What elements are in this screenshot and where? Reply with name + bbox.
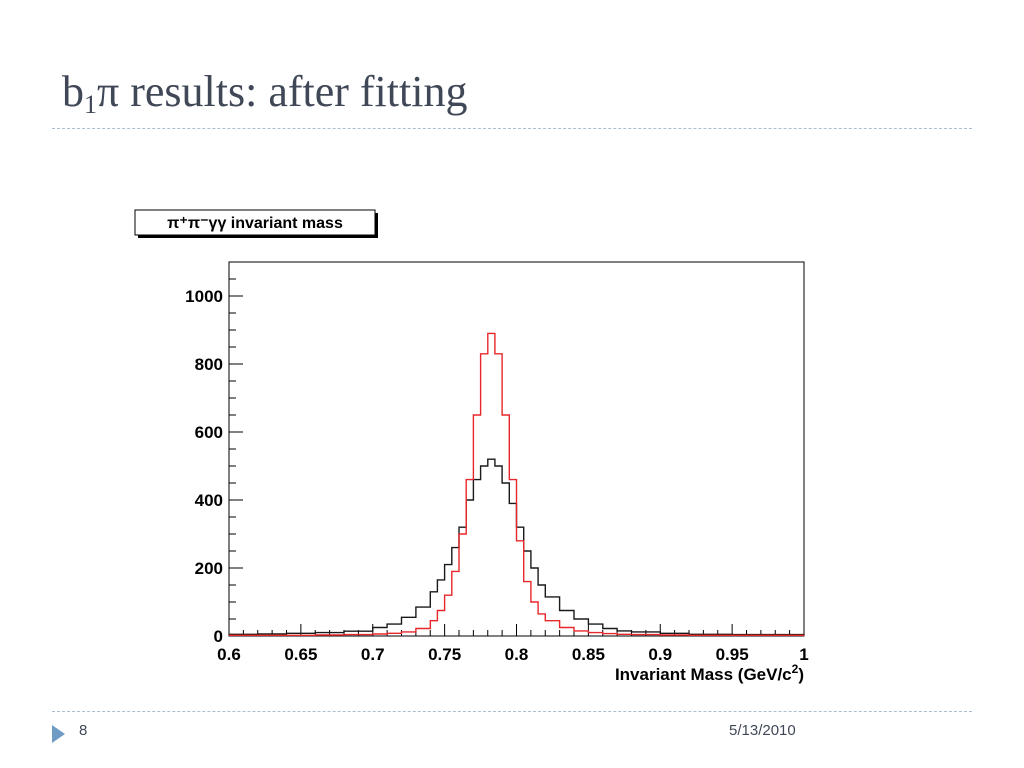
series-line-1 [229,458,805,636]
title-main: b [62,67,84,116]
triangle-right-icon [52,725,65,743]
x-tick-label: 0.75 [428,645,461,664]
plot-frame [228,261,805,637]
y-tick-label: 600 [195,423,223,442]
x-tick-label: 0.95 [716,645,749,664]
y-tick-label: 200 [195,559,223,578]
x-axis-label-superscript: 2 [792,662,799,676]
title-divider [52,128,972,129]
x-axis-label: Invariant Mass (GeV/c2) [615,662,804,684]
series-line-2 [229,332,805,636]
x-tick-label: 0.8 [505,645,529,664]
x-tick-label: 1 [799,645,808,664]
y-tick-label: 400 [195,491,223,510]
footer-divider [52,711,972,712]
x-tick-label: 0.85 [572,645,605,664]
x-tick-label: 0.6 [217,645,241,664]
series-layer [229,332,805,636]
y-tick-label: 0 [214,627,223,646]
y-tick-label: 800 [195,355,223,374]
x-axis-label-tail: ) [798,665,804,684]
x-tick-label: 0.9 [648,645,672,664]
title-rest: π results: after fitting [97,67,468,116]
x-axis-label-text: Invariant Mass (GeV/c [615,665,792,684]
slide-title: b1π results: after fitting [62,70,467,118]
chart-title-box [134,209,376,236]
chart-title: π⁺π⁻γγ invariant mass [167,215,343,232]
histogram-chart: π⁺π⁻γγ invariant mass 020040060080010000… [134,209,809,684]
title-subscript: 1 [84,90,97,119]
x-tick-label: 0.65 [284,645,317,664]
page-number: 8 [79,722,88,739]
x-tick-label: 0.7 [361,645,385,664]
axes: 0 200 400 600 800 1000 0.6 0.65 0.7 0.75 0.8 0.85 0.… [185,261,809,664]
footer-date: 5/13/2010 [729,722,796,739]
y-tick-label: 1000 [185,287,223,306]
